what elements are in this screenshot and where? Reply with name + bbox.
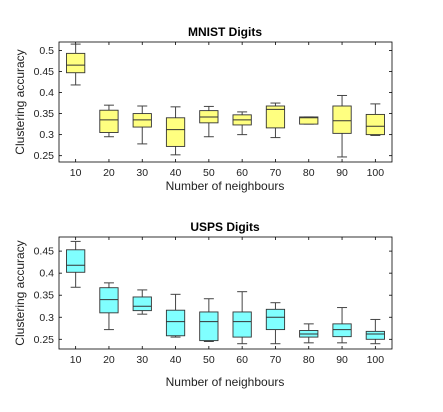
- x-tick-label: 70: [270, 354, 282, 366]
- box-70: [265, 102, 286, 139]
- x-tick-label: 40: [170, 354, 182, 366]
- box-40: [165, 293, 186, 338]
- x-tick-label: 20: [103, 167, 115, 179]
- iqr-box: [232, 311, 252, 338]
- box-30: [132, 289, 152, 315]
- box-80: [299, 116, 319, 125]
- iqr-box: [365, 113, 385, 136]
- x-tick-label: 10: [70, 354, 82, 366]
- chart-mnist: MNIST Digits 10 20 30 40 50 60 70 80 90 100 0.250…: [13, 25, 393, 193]
- box-100: [365, 103, 385, 136]
- y-axis-label: Clustering accuracy: [13, 49, 27, 154]
- x-tick-label: 50: [203, 167, 215, 179]
- box-30: [132, 105, 152, 145]
- y-tick-label: 0.3: [39, 312, 54, 324]
- y-tick-label: 0.25: [34, 150, 55, 162]
- iqr-box: [99, 109, 119, 133]
- x-tick-label: 100: [367, 354, 385, 366]
- iqr-box: [132, 296, 152, 312]
- iqr-box: [299, 116, 319, 125]
- box-marks: [66, 43, 385, 158]
- box-90: [332, 94, 352, 158]
- iqr-box: [66, 249, 86, 273]
- box-50: [199, 105, 219, 138]
- iqr-box: [332, 323, 352, 338]
- chart-title: USPS Digits: [190, 220, 260, 234]
- x-tick-label: 50: [203, 354, 215, 366]
- x-tick-label: 20: [103, 354, 115, 366]
- x-axis-label: Number of neighbours: [166, 179, 285, 193]
- x-tick-label: 100: [367, 167, 385, 179]
- x-tick-label: 60: [236, 167, 248, 179]
- x-axis-label: Number of neighbours: [166, 375, 285, 389]
- plot-area: [58, 41, 393, 163]
- box-20: [99, 282, 119, 331]
- y-tick-label: 0.45: [34, 66, 55, 78]
- y-tick-label: 0.4: [39, 268, 54, 280]
- box-marks: [66, 240, 385, 345]
- x-tick-label: 60: [236, 354, 248, 366]
- x-tick-label: 40: [170, 167, 182, 179]
- x-tick-labels: 10 20 30 40 50 60 70 80 90 100: [70, 42, 384, 179]
- x-tick-label: 90: [336, 167, 348, 179]
- box-70: [265, 302, 286, 345]
- y-tick-labels: 0.25 0.3 0.35 0.4 0.45: [34, 246, 392, 346]
- iqr-box: [265, 308, 286, 331]
- iqr-box: [66, 52, 86, 74]
- x-tick-label: 70: [270, 167, 282, 179]
- box-90: [332, 307, 352, 344]
- box-60: [232, 111, 252, 136]
- chart-usps: USPS Digits 10 20 30 40 50 60 70 80 90 100 0.250.…: [13, 220, 393, 389]
- box-10: [66, 240, 86, 288]
- box-50: [199, 298, 219, 343]
- x-tick-label: 80: [303, 354, 315, 366]
- plot-area: [58, 236, 393, 350]
- box-10: [66, 43, 86, 86]
- x-tick-label: 30: [136, 354, 148, 366]
- box-40: [165, 106, 186, 156]
- y-tick-label: 0.45: [34, 246, 55, 258]
- box-20: [99, 104, 119, 138]
- y-tick-label: 0.25: [34, 334, 55, 346]
- box-100: [365, 318, 385, 345]
- y-tick-label: 0.5: [39, 45, 54, 57]
- y-tick-label: 0.4: [39, 87, 54, 99]
- y-axis-label: Clustering accuracy: [13, 240, 27, 345]
- y-tick-labels: 0.25 0.3 0.35 0.4 0.45 0.5: [34, 45, 392, 162]
- iqr-box: [165, 309, 186, 337]
- chart-title: MNIST Digits: [188, 25, 262, 39]
- iqr-box: [165, 117, 186, 147]
- x-tick-label: 90: [336, 354, 348, 366]
- y-tick-label: 0.35: [34, 290, 55, 302]
- iqr-box: [199, 311, 219, 342]
- iqr-box: [365, 330, 385, 340]
- x-tick-label: 10: [70, 167, 82, 179]
- y-tick-label: 0.35: [34, 108, 55, 120]
- box-80: [299, 323, 319, 344]
- iqr-box: [332, 105, 352, 134]
- x-tick-labels: 10 20 30 40 50 60 70 80 90 100: [70, 237, 384, 366]
- y-tick-label: 0.3: [39, 129, 54, 141]
- iqr-box: [99, 287, 119, 314]
- box-60: [232, 291, 252, 345]
- x-tick-label: 80: [303, 167, 315, 179]
- iqr-box: [265, 105, 286, 129]
- x-tick-label: 30: [136, 167, 148, 179]
